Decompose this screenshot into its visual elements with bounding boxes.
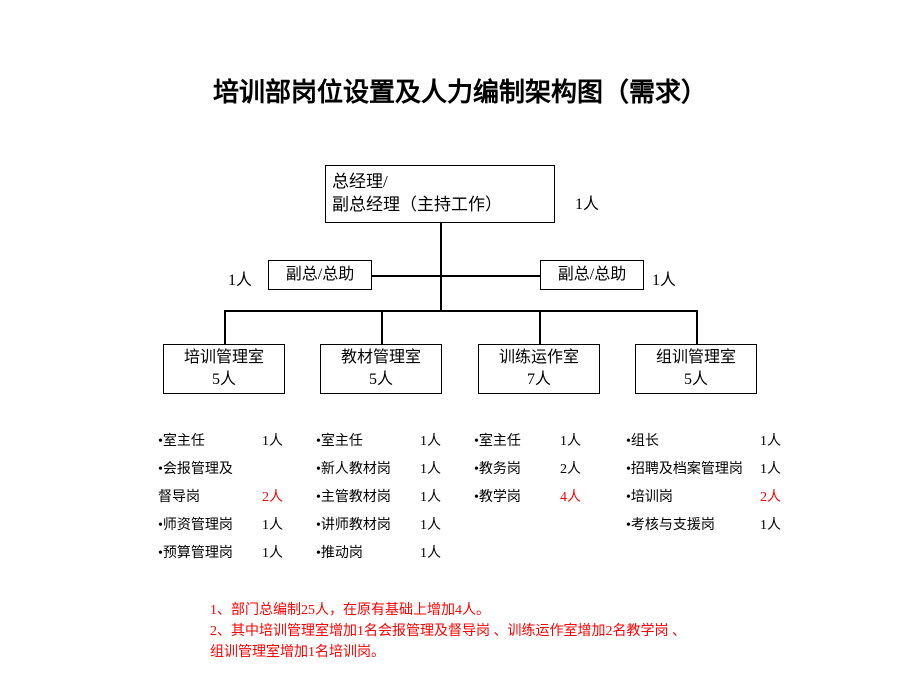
role-row: •主管教材岗1人 [316,484,441,512]
role-row: •室主任1人 [474,428,581,456]
role-count: 1人 [560,428,581,456]
role-count: 1人 [262,428,283,456]
connector-line [372,275,540,277]
role-row: •会报管理及 [158,456,283,484]
org-box-vp-left: 副总/总助 [268,260,372,290]
role-label: •培训岗 [626,484,754,512]
role-label: •师资管理岗 [158,512,256,540]
gm-line1: 总经理/ [332,171,548,194]
vp-right-count: 1人 [652,266,676,290]
role-row: •室主任1人 [316,428,441,456]
role-row: •教务岗2人 [474,456,581,484]
dept-box-3: 组训管理室5人 [635,344,757,394]
role-list-3: •组长1人•招聘及档案管理岗1人•培训岗2人•考核与支援岗1人 [626,428,781,540]
role-count: 1人 [760,428,781,456]
gm-count: 1人 [575,190,599,214]
role-row: •教学岗4人 [474,484,581,512]
role-label: •室主任 [316,428,414,456]
role-label: •会报管理及 [158,456,256,484]
dept-box-0: 培训管理室5人 [163,344,285,394]
role-count: 2人 [262,484,283,512]
footnote-line: 1、部门总编制25人，在原有基础上增加4人。 [210,600,686,621]
role-label: •考核与支援岗 [626,512,754,540]
role-row: •新人教材岗1人 [316,456,441,484]
connector-line [224,310,226,344]
role-row: •推动岗1人 [316,540,441,568]
footnotes: 1、部门总编制25人，在原有基础上增加4人。2、其中培训管理室增加1名会报管理及… [210,600,686,663]
connector-line [696,310,698,344]
role-row: •讲师教材岗1人 [316,512,441,540]
role-label: •教务岗 [474,456,554,484]
role-count: 1人 [420,428,441,456]
org-box-vp-right: 副总/总助 [540,260,644,290]
role-count: 2人 [560,456,581,484]
connector-line [440,275,442,310]
dept-count: 5人 [684,369,708,391]
role-label: •推动岗 [316,540,414,568]
dept-name: 训练运作室 [499,347,579,369]
role-count: 1人 [262,512,283,540]
dept-count: 7人 [527,369,551,391]
connector-line [381,310,383,344]
role-row: •组长1人 [626,428,781,456]
role-count: 1人 [760,456,781,484]
dept-box-1: 教材管理室5人 [320,344,442,394]
role-label: •室主任 [474,428,554,456]
role-row: •室主任1人 [158,428,283,456]
page-title: 培训部岗位设置及人力编制架构图（需求） [0,72,920,109]
role-count: 1人 [420,512,441,540]
vp-left-text: 副总/总助 [286,264,354,286]
role-label: •新人教材岗 [316,456,414,484]
footnote-line: 组训管理室增加1名培训岗。 [210,642,686,663]
role-label: •室主任 [158,428,256,456]
role-label: •组长 [626,428,754,456]
role-count: 1人 [420,540,441,568]
role-count: 2人 [760,484,781,512]
role-count: 4人 [560,484,581,512]
role-label: 督导岗 [158,484,256,512]
gm-line2: 副总经理（主持工作） [332,194,548,217]
role-label: •预算管理岗 [158,540,256,568]
role-row: •预算管理岗1人 [158,540,283,568]
connector-line [539,310,541,344]
role-row: 督导岗2人 [158,484,283,512]
dept-box-2: 训练运作室7人 [478,344,600,394]
role-label: •教学岗 [474,484,554,512]
role-row: •培训岗2人 [626,484,781,512]
role-count: 1人 [262,540,283,568]
role-label: •主管教材岗 [316,484,414,512]
connector-line [224,310,696,312]
dept-count: 5人 [212,369,236,391]
org-box-gm: 总经理/ 副总经理（主持工作） [325,165,555,223]
role-count: 1人 [760,512,781,540]
role-list-1: •室主任1人•新人教材岗1人•主管教材岗1人•讲师教材岗1人•推动岗1人 [316,428,441,568]
vp-right-text: 副总/总助 [558,264,626,286]
role-row: •考核与支援岗1人 [626,512,781,540]
dept-name: 培训管理室 [184,347,264,369]
footnote-line: 2、其中培训管理室增加1名会报管理及督导岗 、训练运作室增加2名教学岗 、 [210,621,686,642]
dept-name: 教材管理室 [341,347,421,369]
role-label: •讲师教材岗 [316,512,414,540]
vp-left-count: 1人 [228,266,252,290]
role-count: 1人 [420,456,441,484]
dept-name: 组训管理室 [656,347,736,369]
role-list-0: •室主任1人•会报管理及 督导岗2人•师资管理岗1人•预算管理岗1人 [158,428,283,568]
connector-line [440,223,442,275]
role-row: •师资管理岗1人 [158,512,283,540]
dept-count: 5人 [369,369,393,391]
role-count: 1人 [420,484,441,512]
role-list-2: •室主任1人•教务岗2人•教学岗4人 [474,428,581,512]
role-row: •招聘及档案管理岗1人 [626,456,781,484]
role-label: •招聘及档案管理岗 [626,456,754,484]
